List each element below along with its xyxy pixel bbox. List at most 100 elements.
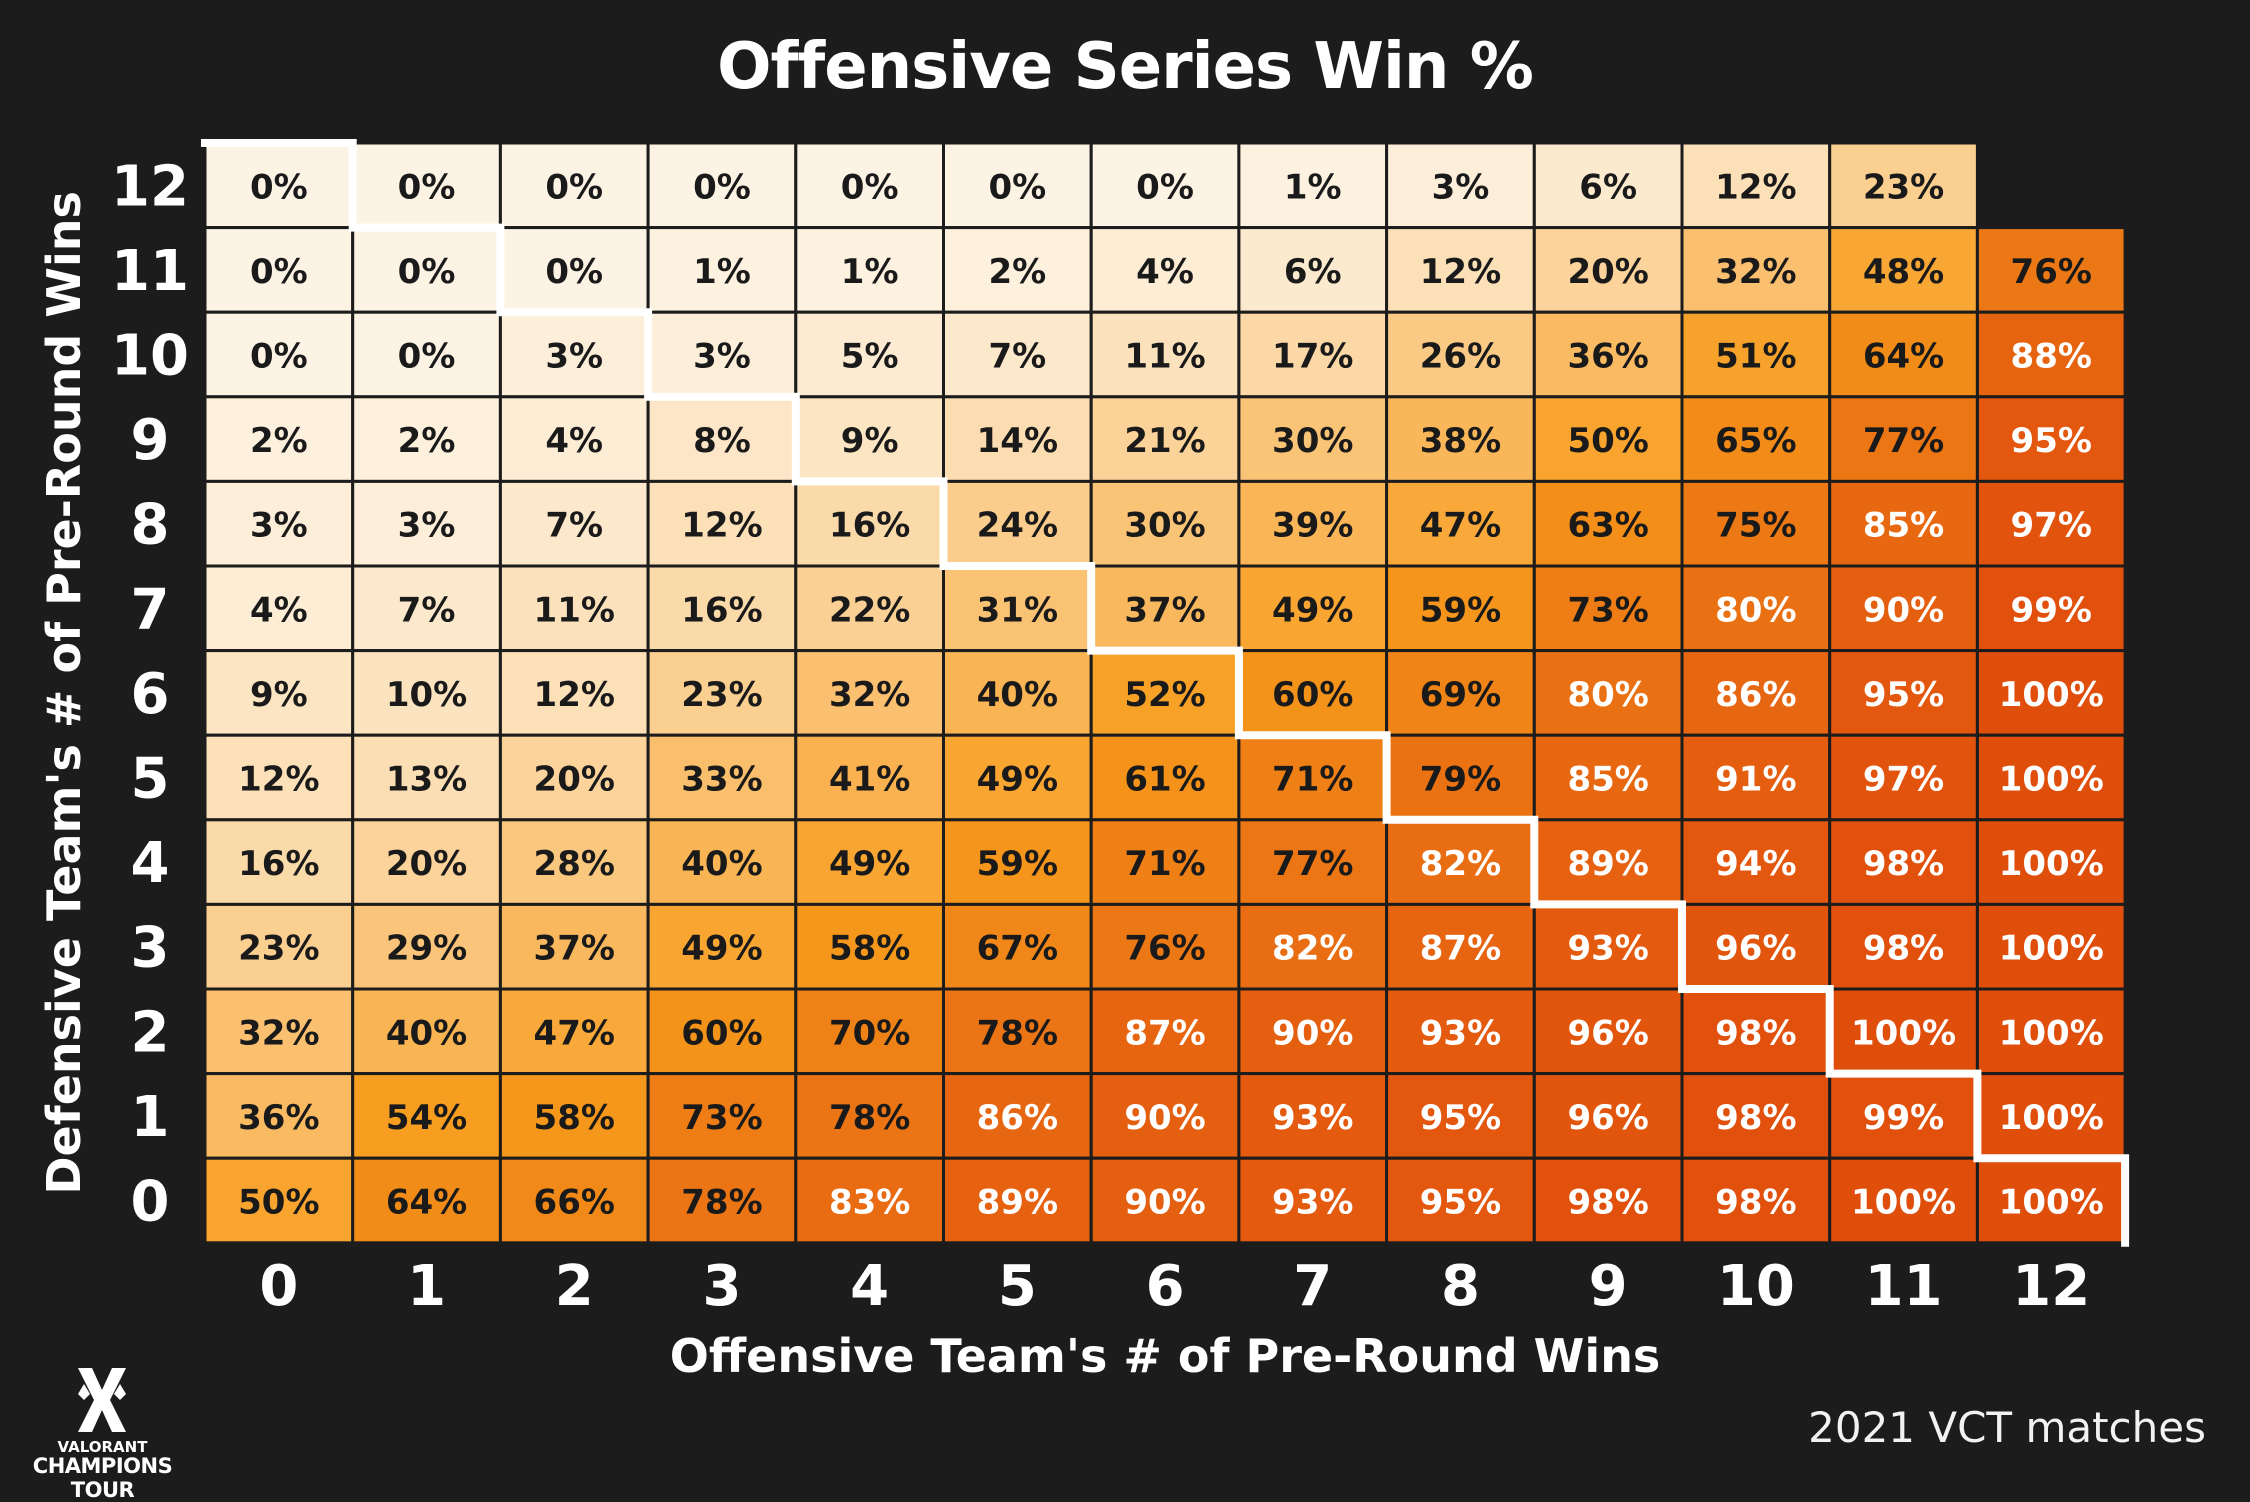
cell-value-label: 78% xyxy=(977,1013,1058,1053)
cell-value-label: 95% xyxy=(1420,1098,1501,1138)
cell-value-label: 77% xyxy=(1863,421,1944,461)
cell-value-label: 4% xyxy=(1136,252,1194,292)
heatmap-cell xyxy=(498,395,650,483)
heatmap-cell xyxy=(646,818,798,906)
cell-value-label: 64% xyxy=(386,1183,467,1223)
heatmap-cell xyxy=(942,902,1093,991)
cell-value-label: 93% xyxy=(1420,1013,1501,1053)
heatmap-cell xyxy=(1237,1156,1389,1245)
heatmap-cell xyxy=(1680,226,1832,314)
cell-value-label: 0% xyxy=(1136,167,1194,207)
cell-value-label: 75% xyxy=(1715,506,1796,546)
cell-value-label: 90% xyxy=(1272,1013,1353,1053)
heatmap-cell xyxy=(942,818,1093,906)
y-tick-label: 7 xyxy=(131,577,170,642)
cell-value-label: 0% xyxy=(398,167,456,207)
cell-value-label: 96% xyxy=(1715,929,1796,969)
cell-value-label: 85% xyxy=(1863,506,1944,546)
heatmap-cell xyxy=(1089,395,1241,483)
heatmap-cell xyxy=(646,987,798,1076)
heatmap-cell xyxy=(794,310,945,399)
heatmap-cell xyxy=(1680,818,1832,906)
heatmap-cell xyxy=(794,818,945,906)
cell-value-label: 85% xyxy=(1567,760,1648,800)
x-tick-label: 9 xyxy=(1589,1254,1628,1319)
cell-value-label: 76% xyxy=(1124,929,1205,969)
heatmap-cell xyxy=(1975,902,2127,991)
heatmap-cell xyxy=(1385,226,1536,314)
heatmap-cell xyxy=(1237,818,1389,906)
diagonal-staircase-line xyxy=(201,139,2130,1247)
heatmap-cell xyxy=(1385,1072,1536,1160)
cell-value-label: 23% xyxy=(681,675,762,715)
cell-value-label: 4% xyxy=(545,421,603,461)
cell-value-label: 47% xyxy=(1420,506,1501,546)
heatmap-cell xyxy=(203,310,355,399)
cell-value-label: 12% xyxy=(238,760,319,800)
cell-value-label: 38% xyxy=(1420,421,1501,461)
heatmap-cell xyxy=(942,395,1093,483)
heatmap-cell xyxy=(1975,479,2127,568)
heatmap-cell xyxy=(1975,649,2127,737)
cell-value-label: 1% xyxy=(693,252,751,292)
cell-value-label: 86% xyxy=(1715,675,1796,715)
cell-value-label: 3% xyxy=(545,337,603,377)
cell-value-label: 2% xyxy=(988,252,1046,292)
cell-value-label: 69% xyxy=(1420,675,1501,715)
heatmap-cell xyxy=(1828,649,1979,737)
cell-value-label: 58% xyxy=(829,929,910,969)
cell-value-label: 40% xyxy=(386,1013,467,1053)
cell-value-label: 0% xyxy=(250,337,308,377)
heatmap-cell xyxy=(351,733,502,822)
cell-value-label: 59% xyxy=(977,844,1058,884)
x-axis-label: Offensive Team's # of Pre-Round Wins xyxy=(670,1329,1661,1383)
cell-value-label: 100% xyxy=(1851,1013,1956,1053)
cell-value-label: 88% xyxy=(2011,337,2092,377)
cell-value-label: 36% xyxy=(1567,337,1648,377)
cell-value-label: 20% xyxy=(386,844,467,884)
cell-value-label: 0% xyxy=(250,167,308,207)
cell-value-label: 28% xyxy=(534,844,615,884)
footnote: 2021 VCT matches xyxy=(1808,1403,2206,1452)
cell-value-label: 0% xyxy=(988,167,1046,207)
heatmap-cell xyxy=(1828,226,1979,314)
cell-value-label: 0% xyxy=(841,167,899,207)
x-tick-label: 2 xyxy=(555,1254,594,1319)
heatmap-cell xyxy=(1385,479,1536,568)
cell-value-label: 8% xyxy=(693,421,751,461)
heatmap-cell xyxy=(1975,987,2127,1076)
heatmap-cell xyxy=(794,1156,945,1245)
heatmap-cell xyxy=(1385,902,1536,991)
cell-value-label: 12% xyxy=(1715,167,1796,207)
heatmap-cell xyxy=(1237,649,1389,737)
cell-value-label: 89% xyxy=(1567,844,1648,884)
cell-value-label: 30% xyxy=(1272,421,1353,461)
cell-value-label: 98% xyxy=(1715,1183,1796,1223)
heatmap-cell xyxy=(1237,395,1389,483)
cell-value-label: 59% xyxy=(1420,590,1501,630)
cell-value-label: 64% xyxy=(1863,337,1944,377)
x-tick-label: 10 xyxy=(1717,1254,1795,1319)
cell-value-label: 71% xyxy=(1124,844,1205,884)
heatmap-cell xyxy=(1975,564,2127,653)
cell-value-label: 10% xyxy=(386,675,467,715)
cell-value-label: 80% xyxy=(1715,590,1796,630)
x-tick-label: 8 xyxy=(1441,1254,1480,1319)
heatmap-cell xyxy=(1975,1156,2127,1245)
cell-value-label: 13% xyxy=(386,760,467,800)
heatmap-cell xyxy=(1828,902,1979,991)
cell-value-label: 31% xyxy=(977,590,1058,630)
heatmap-cell xyxy=(1828,141,1979,230)
cell-value-label: 0% xyxy=(545,252,603,292)
heatmap-cell xyxy=(203,649,355,737)
cell-value-label: 37% xyxy=(534,929,615,969)
cell-value-label: 32% xyxy=(829,675,910,715)
cell-value-label: 1% xyxy=(1284,167,1342,207)
cell-value-label: 29% xyxy=(386,929,467,969)
cell-value-label: 33% xyxy=(681,760,762,800)
heatmap-cell xyxy=(203,1156,355,1245)
cell-value-label: 65% xyxy=(1715,421,1796,461)
y-tick-label: 2 xyxy=(131,1000,170,1065)
